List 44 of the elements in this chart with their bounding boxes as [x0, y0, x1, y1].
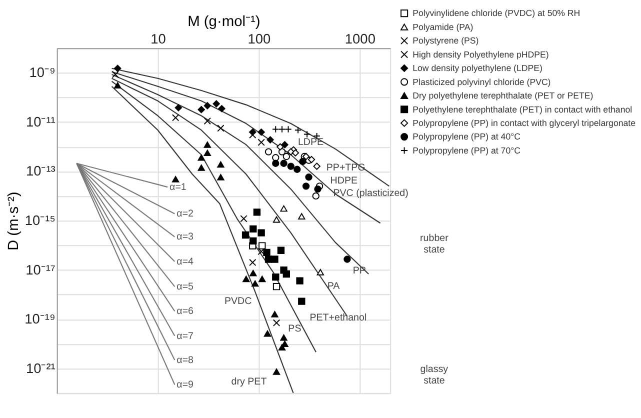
legend-label: Low density polyethylene (LDPE): [412, 63, 543, 74]
series-label: α=1: [170, 182, 186, 193]
series-label: α=9: [176, 380, 194, 391]
y-tick-label: 10⁻¹⁹: [24, 312, 56, 327]
y-tick-label: 10⁻¹¹: [26, 114, 56, 130]
y-tick-label: 10⁻¹³: [26, 164, 56, 179]
y-tick-label: 10⁻²¹: [26, 360, 56, 376]
legend-label: Polypropylene (PP) in contact with glyceryl tripelargonate: [412, 118, 636, 128]
legend-label: Plasticized polyvinyl chloride (PVC): [412, 76, 551, 87]
x-tick-label: 10: [150, 32, 166, 47]
series-label: α=5: [176, 282, 194, 293]
legend-label: Polyvinylidene chloride (PVDC) at 50% RH: [412, 8, 580, 18]
annotation: PP+TPG: [326, 162, 366, 174]
series-label: α=6: [176, 306, 194, 318]
text: rubber state: [420, 232, 450, 256]
legend-label: Polypropylene (PP) at 70°C: [412, 145, 522, 156]
y-tick-label: 10⁻¹⁷: [26, 262, 56, 278]
annotation: PVC (plasticized): [333, 188, 408, 200]
x-tick-label: 1000: [344, 32, 376, 47]
annotation: LDPE: [298, 137, 324, 148]
y-tick-label: 10⁻⁹: [29, 65, 56, 80]
legend-label: Polypropylene (PP) at 40°C: [412, 132, 522, 142]
y-axis-title: D (m·s⁻²): [6, 192, 22, 251]
x-axis-title: M (g·mol⁻¹): [188, 14, 260, 30]
annotation: PP: [352, 266, 366, 277]
annotation: PET+ethanol: [310, 312, 367, 324]
annotation: PVDC: [224, 296, 252, 307]
series-label: α=2: [176, 208, 194, 220]
legend-label: Polyethylene terephthalate (PET) in contact with ethanol: [412, 104, 632, 114]
legend-label: High density Polyethylene pHDPE): [412, 49, 549, 60]
series-label: α=4: [176, 256, 194, 268]
legend-label: Polystyrene (PS): [412, 36, 479, 46]
series-label: α=3: [176, 232, 194, 243]
annotation: PA: [327, 281, 340, 292]
annotation: dry PET: [231, 376, 267, 388]
y-tick-label: 10⁻¹⁵: [24, 213, 56, 228]
x-tick-label: 100: [248, 32, 272, 47]
series-label: α=7: [176, 330, 194, 342]
legend-label: Dry polyethylene terephthalate (PET or PETE): [412, 90, 594, 101]
series-label: α=8: [176, 354, 194, 366]
annotation: HDPE: [330, 175, 358, 186]
annotation: PS: [288, 323, 302, 334]
text: glassy state: [420, 364, 448, 387]
legend-label: Polyamide (PA): [412, 22, 474, 32]
